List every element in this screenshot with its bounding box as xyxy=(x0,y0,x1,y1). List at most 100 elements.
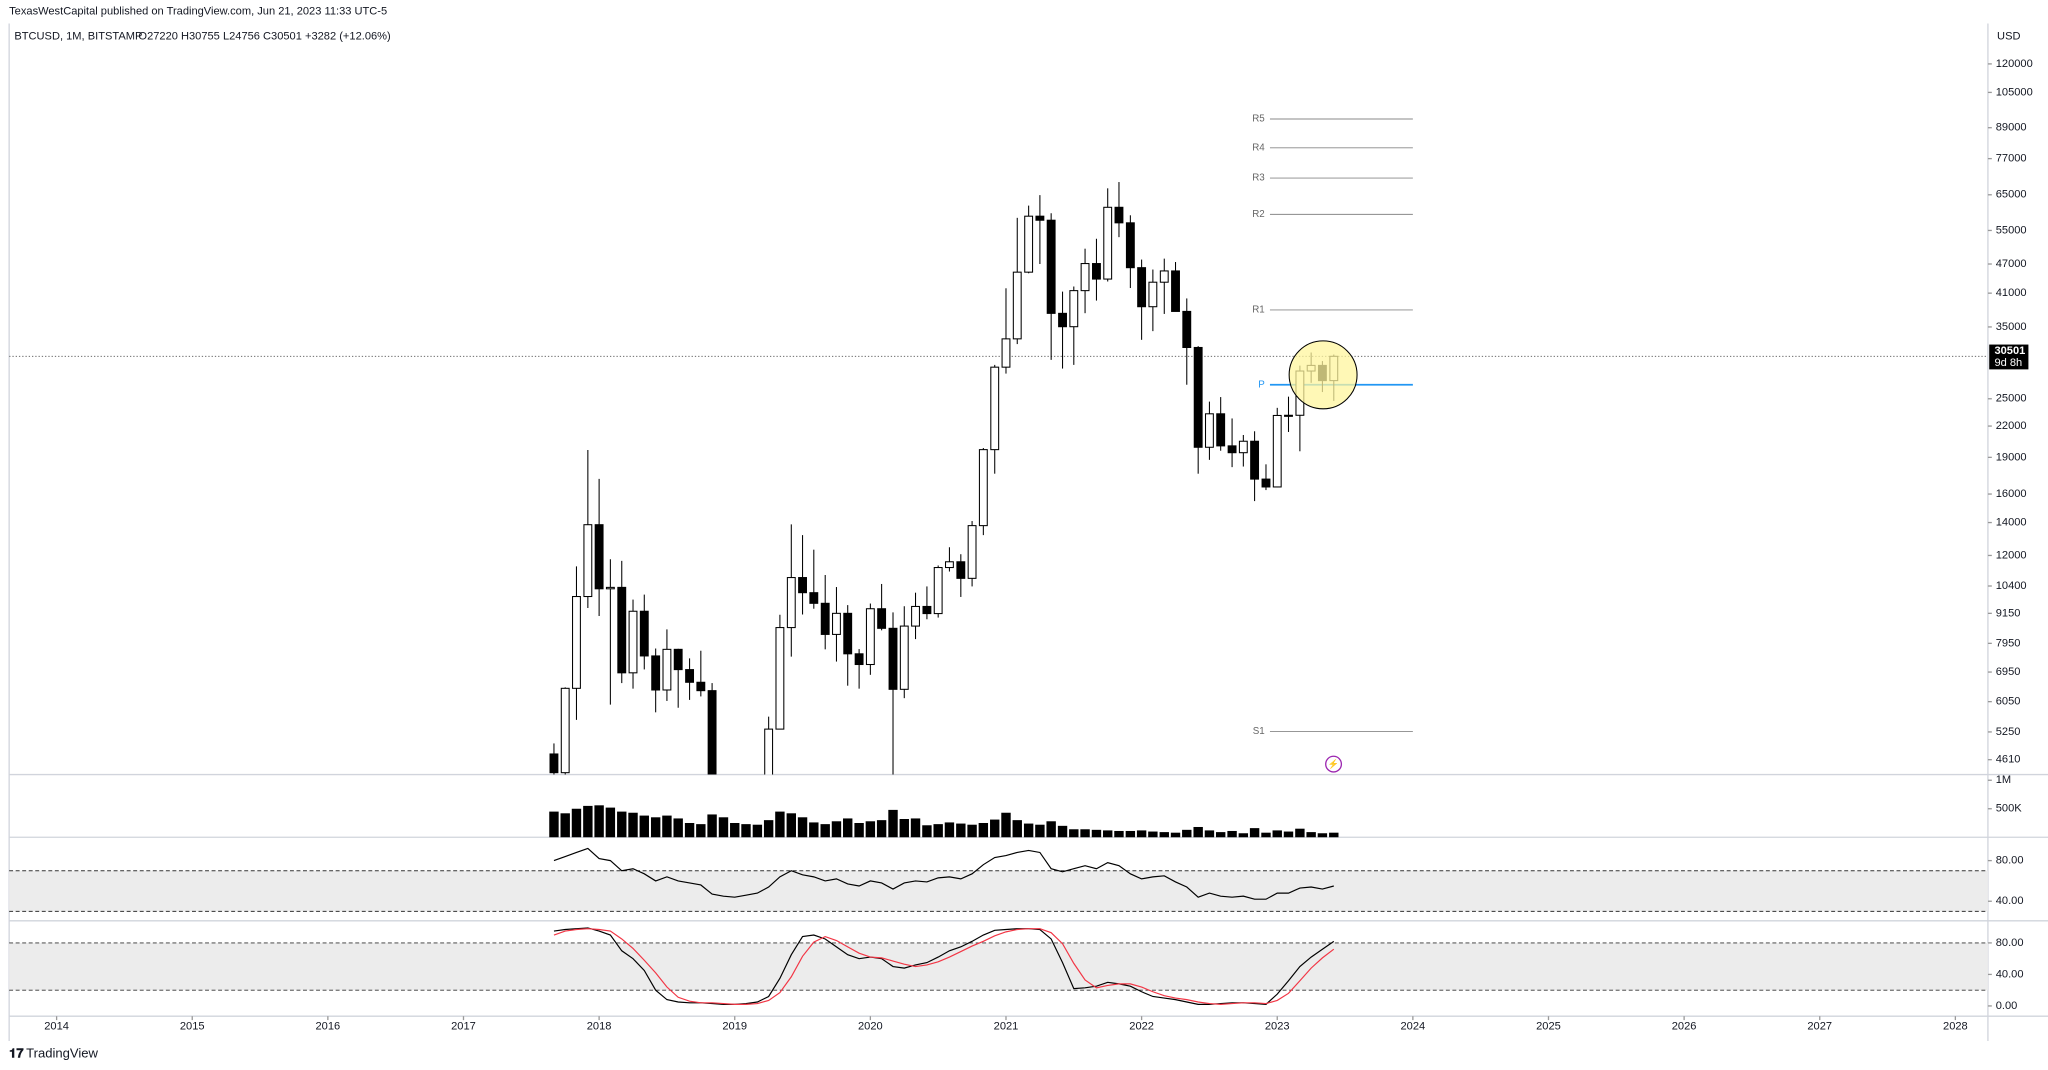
y-tick-label: 500K xyxy=(1996,803,2023,815)
candle-body xyxy=(583,524,593,598)
candle-body xyxy=(651,655,661,691)
pivot-label: R4 xyxy=(1252,142,1265,153)
candle-body xyxy=(978,449,988,527)
candle-body xyxy=(1204,413,1214,448)
candle-body xyxy=(1261,478,1271,488)
symbol: BTCUSD, 1M, BITSTAMP xyxy=(14,31,142,43)
x-tick-label: 2025 xyxy=(1536,1021,1561,1033)
candle-body xyxy=(605,586,615,590)
candle-body xyxy=(1137,267,1147,308)
candle-body xyxy=(1159,270,1169,283)
candle-body xyxy=(1216,413,1226,447)
volume-bar xyxy=(1023,823,1034,838)
candle-body xyxy=(967,525,977,579)
volume-bar xyxy=(583,805,593,838)
volume-bar xyxy=(650,817,661,838)
candle-body xyxy=(1272,414,1282,488)
candle-body xyxy=(899,625,909,690)
candle-body xyxy=(753,784,761,800)
volume-bar xyxy=(1249,828,1260,838)
volume-bar xyxy=(876,820,887,838)
last-price: 30501 xyxy=(1994,345,2025,357)
event-icon-glyph: ⚡ xyxy=(1328,758,1339,770)
volume-bar xyxy=(560,813,570,838)
y-tick-label: 80.00 xyxy=(1996,937,2024,949)
volume-bar xyxy=(1069,829,1079,838)
x-tick-label: 2019 xyxy=(722,1021,747,1033)
volume-bar xyxy=(831,821,842,838)
candle-body xyxy=(628,610,638,674)
x-tick-label: 2017 xyxy=(451,1021,476,1033)
candle-body xyxy=(1024,215,1034,273)
volume-bar xyxy=(571,808,582,838)
volume-bar xyxy=(605,807,616,838)
candle-body xyxy=(1012,271,1022,340)
y-tick-label: 5250 xyxy=(1996,726,2021,738)
logo: 𝟏𝟕 xyxy=(9,1046,24,1061)
y-tick-label: 40.00 xyxy=(1996,968,2024,980)
x-tick-label: 2014 xyxy=(44,1021,69,1033)
countdown: 9d 8h xyxy=(1994,357,2022,369)
volume-bar xyxy=(730,822,740,838)
candle-body xyxy=(696,681,706,692)
volume-bar xyxy=(1317,833,1328,838)
volume-bar xyxy=(1272,830,1282,838)
y-tick-label: 1M xyxy=(1996,774,2011,786)
y-tick-label: 25000 xyxy=(1996,393,2027,405)
volume-bar xyxy=(854,822,864,838)
volume-bar xyxy=(707,814,717,838)
volume-bar xyxy=(1159,832,1169,838)
volume-bar xyxy=(1136,830,1147,838)
volume-bar xyxy=(1170,832,1181,838)
candle-body xyxy=(1035,215,1045,221)
candle-body xyxy=(1080,263,1090,292)
candle-body xyxy=(1250,440,1260,480)
volume-bar xyxy=(1012,820,1022,838)
volume-bar xyxy=(888,809,898,838)
volume-bar xyxy=(944,822,955,838)
x-tick-label: 2022 xyxy=(1129,1021,1154,1033)
candle-body xyxy=(764,728,774,775)
x-tick-label: 2016 xyxy=(316,1021,341,1033)
candle-body xyxy=(662,648,672,691)
publisher: TexasWestCapital published on TradingVie… xyxy=(9,6,387,18)
pivot-label: R5 xyxy=(1252,114,1265,125)
y-tick-label: 12000 xyxy=(1996,549,2027,561)
candle-body xyxy=(1092,263,1101,280)
volume-bar xyxy=(809,822,819,838)
x-tick-label: 2026 xyxy=(1672,1021,1697,1033)
volume-bar xyxy=(1001,812,1011,838)
indicator-line xyxy=(553,927,1335,1005)
candle-body xyxy=(911,605,920,627)
volume-bar xyxy=(797,817,808,838)
volume-bar xyxy=(1103,830,1113,838)
y-tick-label: 22000 xyxy=(1996,420,2027,432)
candle-body xyxy=(922,605,932,615)
price-plot: R5 R4 R3 R2 R1 P S1 xyxy=(9,114,1988,800)
volume-bar xyxy=(967,824,977,838)
y-tick-label: 6050 xyxy=(1996,696,2021,708)
candle-body xyxy=(1046,219,1056,314)
volume-bar xyxy=(990,819,1000,838)
volume-bar xyxy=(696,824,706,838)
candle-body xyxy=(798,577,807,594)
indicator-line xyxy=(553,847,1334,900)
volume-bar xyxy=(1035,824,1045,838)
volume-bar xyxy=(763,820,774,838)
candle-body xyxy=(707,690,717,775)
volume-bar xyxy=(718,817,729,838)
y-tick-label: 41000 xyxy=(1996,287,2027,299)
volume-bar xyxy=(1204,830,1215,838)
y-tick-label: 9150 xyxy=(1996,607,2021,619)
candle-body xyxy=(786,577,796,629)
volume-bar xyxy=(617,811,627,838)
volume-bar xyxy=(1329,832,1339,838)
y-tick-label: 105000 xyxy=(1996,86,2033,98)
volume-bar xyxy=(1046,821,1056,838)
volume-bar xyxy=(843,818,853,838)
y-tick-label: 47000 xyxy=(1996,258,2027,270)
y-tick-label: 6950 xyxy=(1996,666,2021,678)
volume-bar xyxy=(775,811,785,838)
